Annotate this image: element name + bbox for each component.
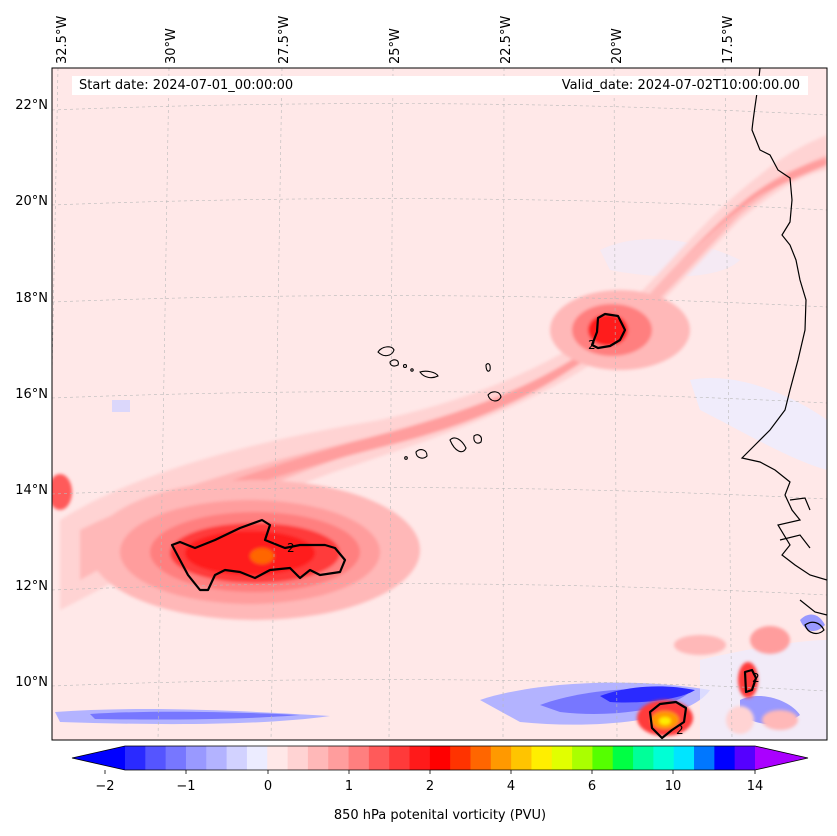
longitude-label: 25°W: [388, 28, 403, 64]
colorbar-extend-max: [755, 746, 808, 770]
latitude-label: 16°N: [15, 387, 48, 402]
colorbar-swatch: [226, 746, 248, 770]
colorbar-swatch: [409, 746, 431, 770]
latitude-label: 20°N: [15, 194, 48, 209]
pv-2-contours: [170, 312, 758, 740]
colorbar-swatch: [145, 746, 167, 770]
colorbar-swatch: [694, 746, 715, 770]
colorbar-swatch: [348, 746, 370, 770]
colorbar-swatch: [125, 746, 146, 770]
colorbar-tick-label: −2: [95, 779, 115, 794]
colorbar-swatch: [389, 746, 411, 770]
contour-label: 2: [676, 723, 684, 737]
contour-label: 2: [752, 671, 760, 685]
colorbar-swatch: [551, 746, 573, 770]
latitude-label: 12°N: [15, 579, 48, 594]
colorbar-swatch: [592, 746, 614, 770]
colorbar-swatch: [673, 746, 695, 770]
colorbar-tick-label: 6: [587, 779, 597, 794]
colorbar-tick-label: −1: [176, 779, 196, 794]
colorbar-swatch: [612, 746, 634, 770]
colorbar-swatch: [246, 746, 268, 770]
islands: [377, 346, 502, 460]
colorbar-swatch: [165, 746, 187, 770]
colorbar-swatch: [531, 746, 553, 770]
colorbar-swatch: [185, 746, 207, 770]
colorbar-tick-label: 2: [425, 779, 435, 794]
latitude-label: 22°N: [15, 98, 48, 113]
colorbar-swatch: [633, 746, 654, 770]
positive-pv-regions: [52, 135, 827, 736]
date-info-bar: Start date: 2024-07-01_00:00:00 Valid_da…: [72, 76, 808, 95]
latitude-label: 18°N: [15, 291, 48, 306]
longitude-label: 30°W: [164, 28, 179, 64]
colorbar-swatch: [307, 746, 329, 770]
colorbar-swatch: [328, 746, 350, 770]
colorbar-swatch: [511, 746, 532, 770]
start-date: Start date: 2024-07-01_00:00:00: [79, 78, 294, 93]
colorbar-swatch: [368, 746, 390, 770]
longitude-label: 27.5°W: [277, 15, 292, 64]
colorbar-tick-label: 1: [344, 779, 354, 794]
pv-field: 2 2 2 2: [52, 68, 827, 740]
colorbar-swatch: [450, 746, 471, 770]
graticule: [52, 68, 827, 740]
latitude-label: 14°N: [15, 483, 48, 498]
colorbar-tick-label: 4: [506, 779, 516, 794]
colorbar-swatch: [287, 746, 309, 770]
longitude-label: 20°W: [610, 28, 625, 64]
colorbar-tick-label: 10: [664, 779, 682, 794]
contour-labels: 2 2 2 2: [287, 338, 760, 737]
colorbar-swatch: [714, 746, 736, 770]
longitude-label: 22.5°W: [499, 15, 514, 64]
colorbar-swatch: [429, 746, 451, 770]
colorbar-swatch: [206, 746, 228, 770]
colorbar-extend-min: [72, 746, 125, 770]
colorbar-outline: [71, 745, 809, 771]
valid-date: Valid_date: 2024-07-02T10:00:00.00: [561, 78, 800, 93]
colorbar-tick-label: 0: [263, 779, 273, 794]
colorbar-swatch: [734, 746, 756, 770]
colorbar-tick-label: 14: [746, 779, 764, 794]
longitude-label: 32.5°W: [55, 15, 70, 64]
contour-label: 2: [287, 541, 295, 555]
colorbar: [71, 745, 809, 774]
colorbar-title: 850 hPa potenital vorticity (PVU): [333, 808, 547, 823]
colorbar-swatch: [470, 746, 492, 770]
colorbar-swatch: [267, 746, 289, 770]
latitude-label: 10°N: [15, 675, 48, 690]
longitude-label: 17.5°W: [721, 15, 736, 64]
colorbar-swatch: [490, 746, 512, 770]
map-frame: [51, 67, 828, 741]
coastline: [740, 68, 827, 635]
colorbar-swatch: [572, 746, 593, 770]
colorbar-swatch: [653, 746, 675, 770]
contour-label: 2: [588, 338, 596, 352]
